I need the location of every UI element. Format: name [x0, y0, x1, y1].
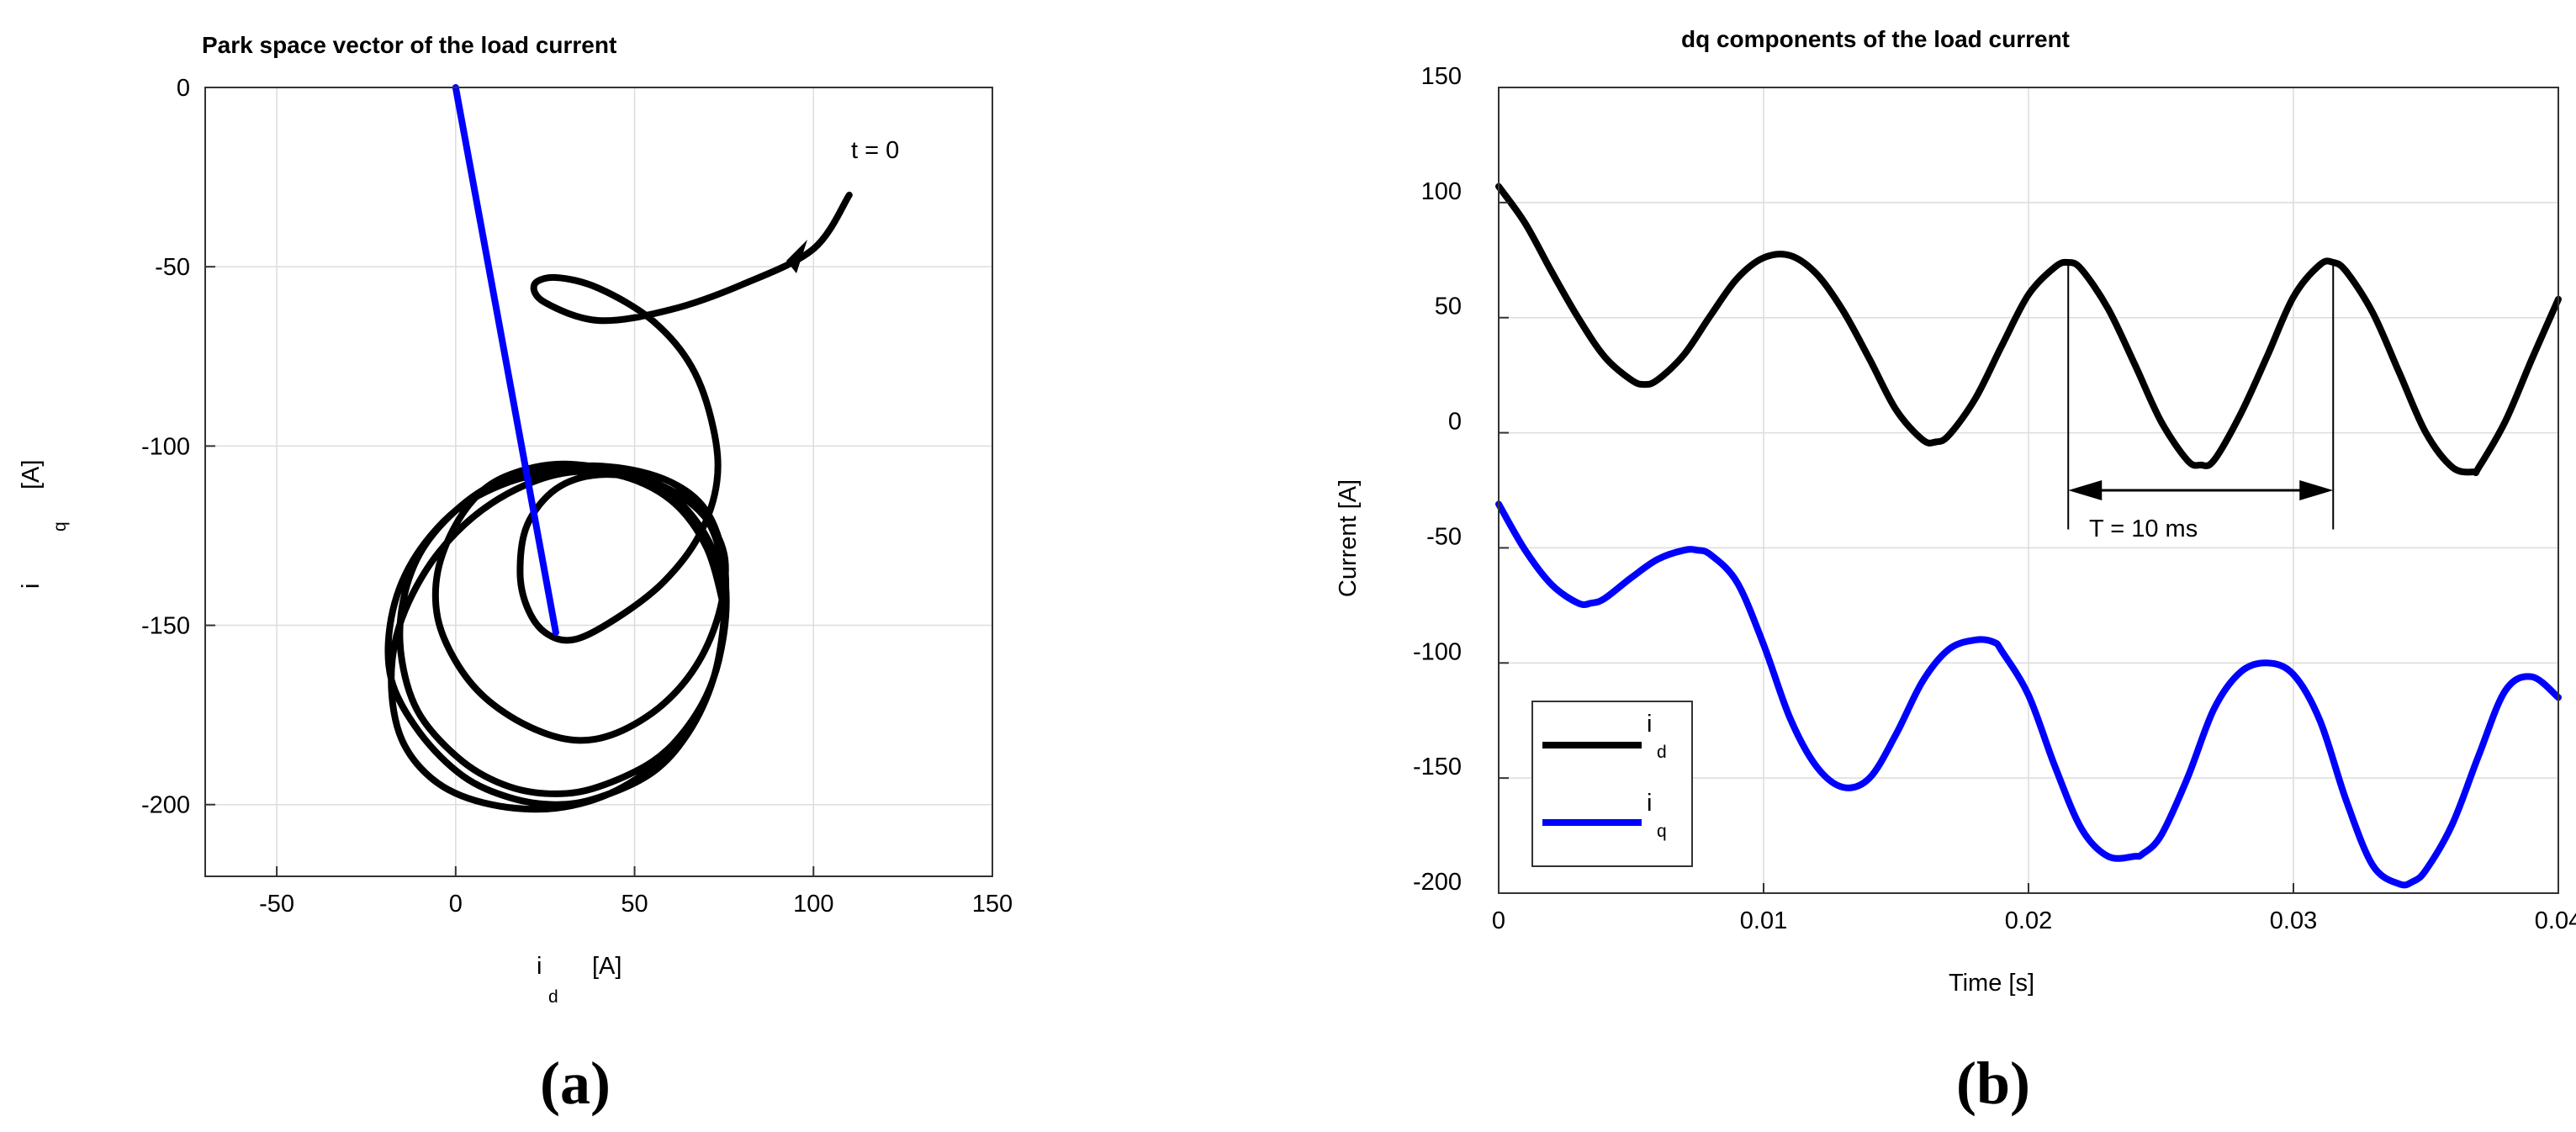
chart-b-annotation: T = 10 ms	[2089, 516, 2198, 542]
chart-b-title: dq components of the load current	[1681, 26, 2070, 52]
legend-id-sub: d	[1657, 743, 1667, 762]
y-tick-label: 0	[177, 75, 190, 102]
y-tick-label: 100	[1421, 178, 1462, 205]
y-tick-label: -100	[1413, 638, 1462, 665]
x-tick-label: 0.01	[1740, 907, 1787, 934]
chart-b-ylabel: Current [A]	[1335, 479, 1362, 597]
chart-park-vector: -50 0 50 100 150 0 -50 -100 -150 -200 Park space…	[18, 32, 1013, 1007]
chart-a-xlabel-unit: [A]	[592, 953, 622, 980]
series-line-trace-0	[384, 191, 853, 813]
legend-iq-label: i	[1647, 790, 1652, 817]
y-tick-label: -200	[1413, 869, 1462, 896]
y-tick-label: -150	[141, 613, 190, 640]
chart-b-xticks: 0 0.01 0.02 0.03 0.04	[1492, 883, 2576, 934]
series-line-trace-1	[452, 84, 559, 637]
x-tick-label: 150	[972, 891, 1013, 918]
period-arrowhead-left	[2068, 480, 2103, 500]
chart-a-start-arrow	[786, 240, 807, 273]
chart-a-ylabel: i	[18, 584, 45, 589]
chart-b-series	[1495, 182, 2562, 889]
chart-a-series	[384, 84, 853, 813]
chart-a-xticks: -50 0 50 100 150	[259, 866, 1013, 918]
x-tick-label: 0	[1492, 907, 1505, 934]
chart-a-title: Park space vector of the load current	[202, 32, 616, 58]
chart-b-legend: i d i q	[1531, 701, 1693, 867]
x-tick-label: 50	[621, 891, 648, 918]
chart-b-xlabel: Time [s]	[1949, 970, 2034, 997]
x-tick-label: 0.02	[2005, 907, 2052, 934]
period-arrowhead-right	[2299, 480, 2334, 500]
y-tick-label: 150	[1421, 63, 1462, 90]
legend-id-label: i	[1647, 711, 1652, 738]
chart-a-ylabel-sub: q	[50, 521, 70, 532]
x-tick-label: 0.04	[2535, 907, 2576, 934]
chart-a-xlabel: i	[537, 953, 542, 980]
y-tick-label: -50	[1426, 523, 1462, 550]
chart-b-yticks: 150 100 50 0 -50 -100 -150 -200	[1413, 63, 1509, 896]
chart-a-grid	[205, 87, 993, 876]
x-tick-label: 100	[793, 891, 833, 918]
chart-a-xlabel-sub: d	[548, 987, 558, 1007]
x-tick-label: 0.03	[2270, 907, 2317, 934]
chart-a-ylabel-unit: [A]	[18, 460, 45, 489]
y-tick-label: 50	[1435, 294, 1462, 320]
legend-iq-sub: q	[1657, 822, 1667, 841]
legend-box	[1531, 701, 1693, 867]
x-tick-label: 0	[449, 891, 463, 918]
y-tick-label: 0	[1448, 409, 1462, 436]
series-line-id	[1495, 182, 2562, 477]
y-tick-label: -200	[141, 792, 190, 819]
series-line-iq	[1495, 500, 2562, 889]
chart-a-annotation: t = 0	[851, 137, 899, 164]
chart-dq-components: 0 0.01 0.02 0.03 0.04 150 100 50 0 -50 -100 -150 -2…	[1335, 26, 2576, 997]
y-tick-label: -100	[141, 433, 190, 460]
panel-label-a: (a)	[540, 1050, 611, 1117]
chart-b-period-marker	[2067, 262, 2335, 530]
chart-a-frame	[204, 87, 993, 877]
y-tick-label: -150	[1413, 754, 1462, 780]
panel-label-b: (b)	[1956, 1050, 2030, 1117]
chart-a-yticks: 0 -50 -100 -150 -200	[141, 75, 215, 819]
x-tick-label: -50	[259, 891, 294, 918]
y-tick-label: -50	[155, 254, 190, 281]
